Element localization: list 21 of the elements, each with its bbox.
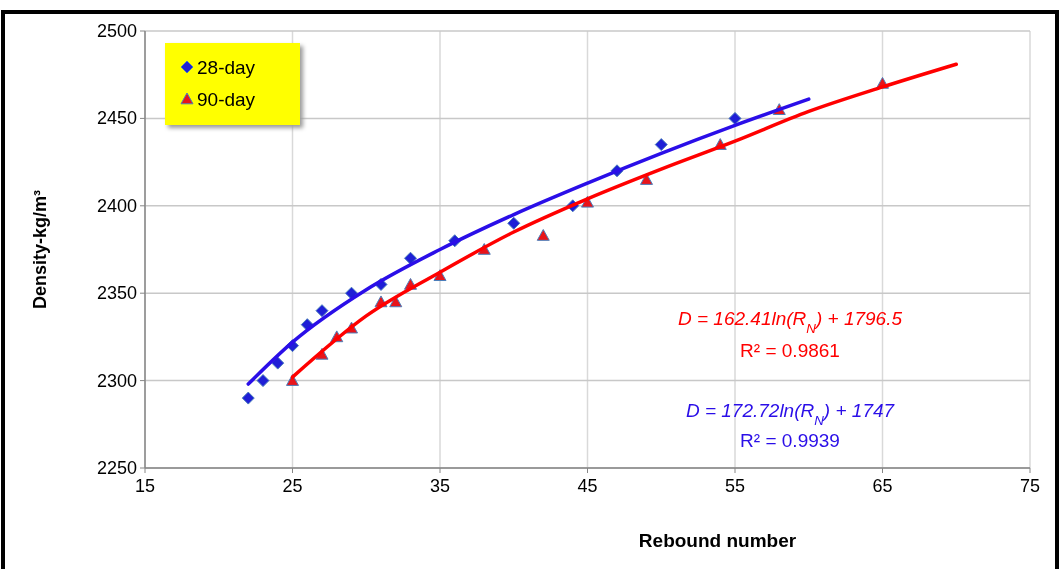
legend-label: 90-day xyxy=(197,88,256,110)
legend-label: 28-day xyxy=(197,56,256,78)
x-axis-title: Rebound number xyxy=(638,530,797,551)
y-axis-title: Density-kg/m³ xyxy=(30,189,50,310)
x-tick-label: 65 xyxy=(872,476,893,496)
y-tick-label: 2500 xyxy=(96,21,137,41)
x-tick-label: 75 xyxy=(1019,476,1041,496)
x-tick-label: 35 xyxy=(429,476,451,496)
y-tick-label: 2300 xyxy=(96,370,137,391)
x-tick-label: 55 xyxy=(724,476,746,496)
annotation: R² = 0.9939 xyxy=(740,430,840,451)
x-tick-label: 45 xyxy=(577,476,598,496)
x-tick-label: 15 xyxy=(134,476,156,496)
annotation: D = 162.41ln(R$_{N}$) + 1796.5 xyxy=(677,308,903,336)
y-tick-label: 2450 xyxy=(96,108,137,129)
annotation: D = 172.72ln(R$_{N}$) + 1747 xyxy=(685,400,896,428)
x-tick-label: 25 xyxy=(282,476,303,496)
y-tick-label: 2250 xyxy=(96,458,137,478)
annotation: R² = 0.9861 xyxy=(740,340,840,361)
y-tick-label: 2400 xyxy=(96,195,137,216)
y-tick-label: 2350 xyxy=(96,283,137,304)
